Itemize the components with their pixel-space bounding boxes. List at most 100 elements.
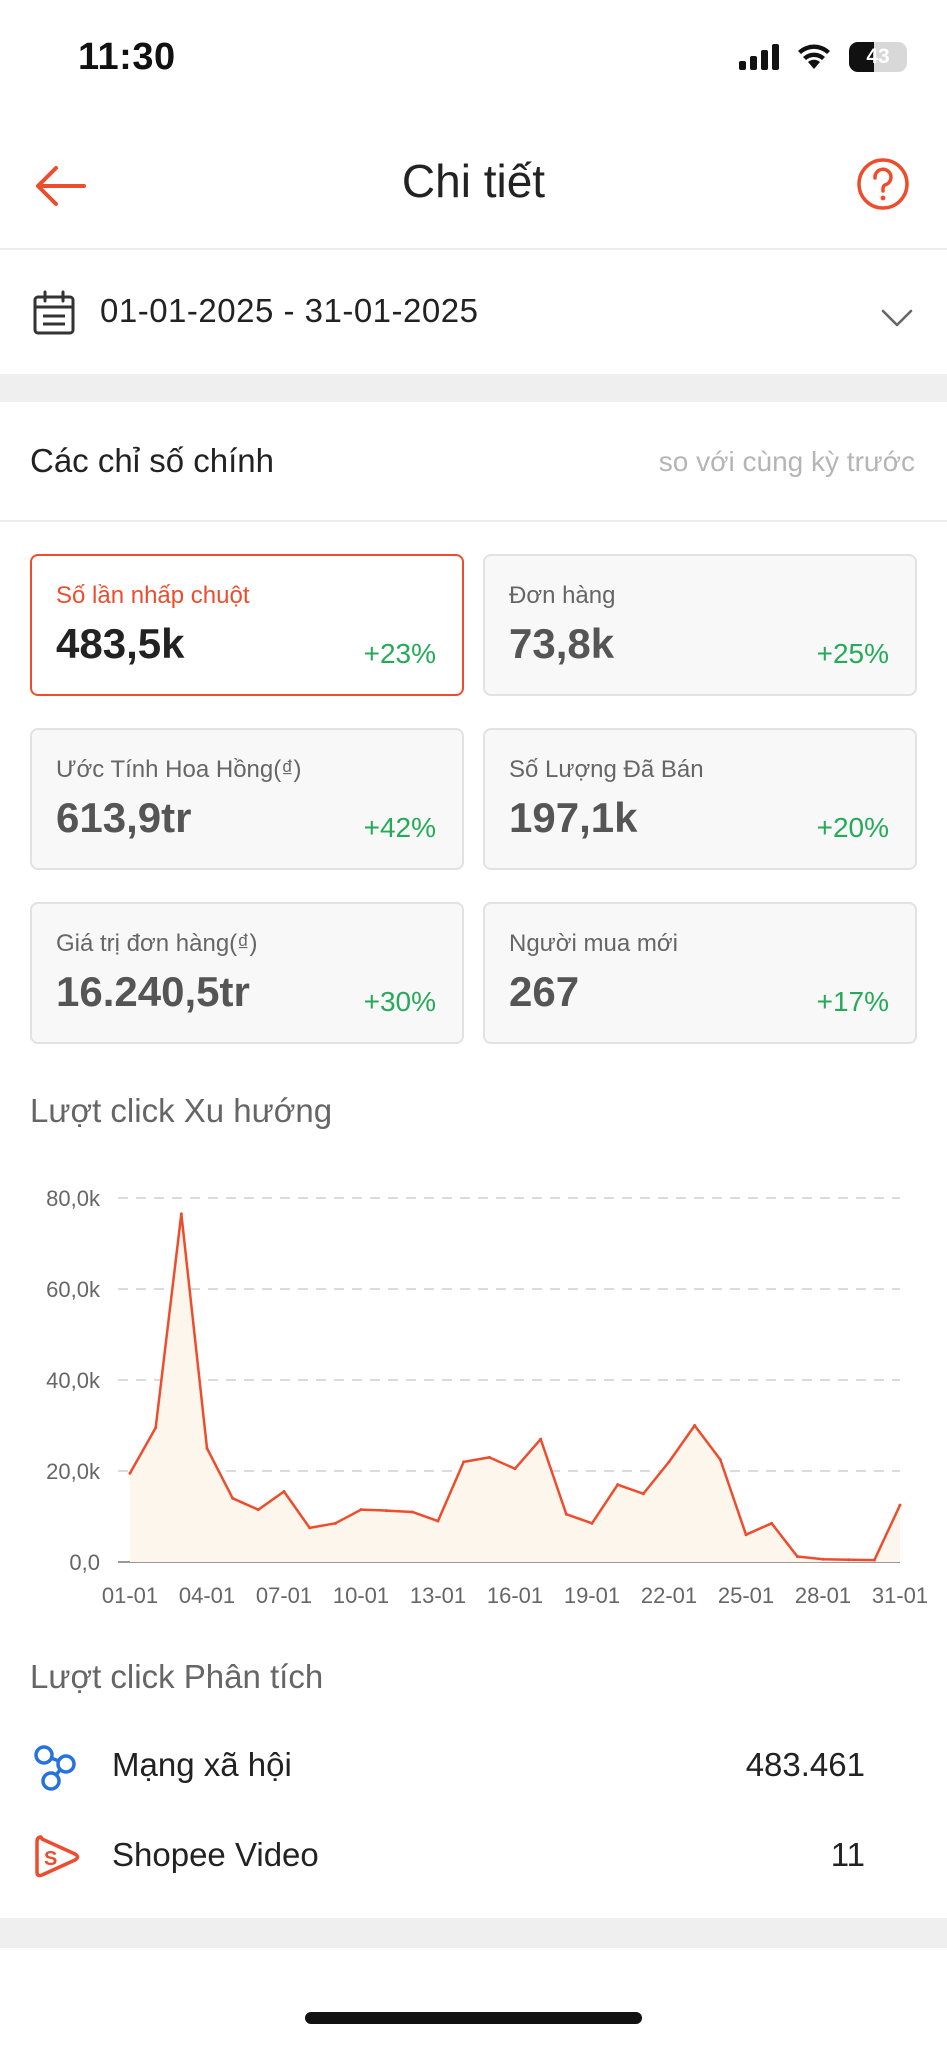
- x-tick-label: 01-01: [102, 1583, 158, 1608]
- data-point: [436, 1519, 440, 1523]
- cellular-signal-icon: [739, 44, 779, 70]
- y-tick-label: 0,0: [69, 1550, 100, 1575]
- series-area: [130, 1213, 900, 1562]
- metric-value: 73,8k: [509, 620, 615, 667]
- data-point: [770, 1521, 774, 1525]
- metric-change: +42%: [363, 812, 436, 843]
- metrics-header: Các chỉ số chính so với cùng kỳ trước: [0, 402, 947, 522]
- data-point: [385, 1509, 389, 1513]
- data-point: [564, 1512, 568, 1516]
- data-point: [154, 1426, 158, 1430]
- data-point: [308, 1526, 312, 1530]
- y-tick-label: 80,0k: [46, 1186, 101, 1211]
- data-point: [641, 1492, 645, 1496]
- metric-card-new-buyers[interactable]: Người mua mới 267 +17%: [483, 902, 917, 1044]
- svg-text:S: S: [44, 1848, 57, 1870]
- metric-label: Người mua mới: [509, 930, 678, 957]
- back-arrow-icon[interactable]: [30, 156, 90, 216]
- analysis-row-social[interactable]: Mạng xã hội 483.461: [0, 1720, 947, 1810]
- status-time: 11:30: [78, 36, 176, 78]
- data-point: [847, 1558, 851, 1562]
- data-point: [744, 1533, 748, 1537]
- metric-card-order-value[interactable]: Giá trị đơn hàng(₫) 16.240,5tr +30%: [30, 902, 464, 1044]
- data-point: [872, 1558, 876, 1562]
- chevron-down-icon: [881, 309, 913, 327]
- data-point: [693, 1424, 697, 1427]
- metric-label: Số Lượng Đã Bán: [509, 756, 704, 783]
- header: Chi tiết: [0, 118, 947, 250]
- data-point: [898, 1503, 902, 1507]
- status-bar: 11:30 43: [0, 0, 947, 110]
- shopee-video-icon: S: [35, 1835, 80, 1878]
- data-point: [205, 1446, 209, 1450]
- metric-value: 16.240,5tr: [56, 968, 250, 1015]
- x-tick-label: 13-01: [410, 1583, 466, 1608]
- metric-label: Đơn hàng: [509, 582, 616, 609]
- metric-change: +23%: [363, 638, 436, 669]
- metric-value: 267: [509, 968, 580, 1015]
- data-point: [795, 1555, 799, 1559]
- date-range-text: 01-01-2025 - 31-01-2025: [100, 292, 479, 329]
- wifi-icon: [798, 44, 830, 69]
- help-icon[interactable]: [855, 156, 911, 212]
- date-range-selector[interactable]: 01-01-2025 - 31-01-2025: [0, 252, 947, 374]
- metric-change: +25%: [816, 638, 889, 669]
- data-point: [333, 1521, 337, 1525]
- y-tick-label: 40,0k: [46, 1368, 101, 1393]
- data-point: [282, 1489, 286, 1493]
- section-divider: [0, 1918, 947, 1948]
- metric-card-commission[interactable]: Ước Tính Hoa Hồng(₫) 613,9tr +42%: [30, 728, 464, 870]
- metric-value: 613,9tr: [56, 794, 192, 841]
- data-point: [590, 1521, 594, 1525]
- data-point: [359, 1508, 363, 1512]
- social-network-icon: [34, 1745, 76, 1791]
- data-point: [410, 1510, 414, 1514]
- x-tick-label: 19-01: [564, 1583, 620, 1608]
- data-point: [128, 1471, 132, 1475]
- y-tick-label: 60,0k: [46, 1277, 101, 1302]
- data-point: [179, 1212, 183, 1216]
- data-point: [231, 1496, 235, 1500]
- battery-icon: 43: [849, 42, 907, 72]
- metric-change: +20%: [816, 812, 889, 843]
- metric-card-orders[interactable]: Đơn hàng 73,8k +25%: [483, 554, 917, 696]
- x-tick-label: 10-01: [333, 1583, 389, 1608]
- page-title: Chi tiết: [401, 155, 546, 207]
- chart-title: Lượt click Xu hướng: [30, 1092, 333, 1129]
- analysis-value: 483.461: [745, 1746, 865, 1783]
- data-point: [462, 1460, 466, 1464]
- x-tick-label: 31-01: [872, 1583, 928, 1608]
- data-point: [513, 1467, 517, 1471]
- x-tick-label: 28-01: [795, 1583, 851, 1608]
- metrics-title: Các chỉ số chính: [30, 442, 274, 479]
- metric-label: Ước Tính Hoa Hồng(₫): [56, 756, 302, 783]
- x-tick-label: 16-01: [487, 1583, 543, 1608]
- analysis-label: Shopee Video: [112, 1836, 319, 1873]
- home-indicator[interactable]: [305, 2012, 642, 2024]
- metric-card-items-sold[interactable]: Số Lượng Đã Bán 197,1k +20%: [483, 728, 917, 870]
- analysis-value: 11: [830, 1836, 865, 1873]
- click-trend-chart: 0,0 20,0k 40,0k 60,0k 80,0k 01-01 04-01 07-01 10…: [46, 1186, 928, 1608]
- x-tick-label: 04-01: [179, 1583, 235, 1608]
- metric-value: 483,5k: [56, 620, 185, 667]
- data-point: [256, 1508, 260, 1512]
- analysis-title: Lượt click Phân tích: [30, 1658, 324, 1695]
- y-tick-label: 20,0k: [46, 1459, 101, 1484]
- x-tick-label: 22-01: [641, 1583, 697, 1608]
- compare-label: so với cùng kỳ trước: [658, 446, 915, 477]
- x-tick-label: 25-01: [718, 1583, 774, 1608]
- data-point: [539, 1437, 543, 1441]
- metric-label: Số lần nhấp chuột: [56, 582, 250, 609]
- data-point: [667, 1460, 671, 1464]
- metric-label: Giá trị đơn hàng(₫): [56, 930, 258, 957]
- battery-level: 43: [866, 45, 890, 68]
- metric-card-clicks[interactable]: Số lần nhấp chuột 483,5k +23%: [30, 554, 464, 696]
- metric-change: +30%: [363, 986, 436, 1017]
- calendar-icon: [33, 290, 75, 335]
- analysis-row-shopee-video[interactable]: S Shopee Video 11: [0, 1810, 947, 1900]
- data-point: [487, 1455, 491, 1459]
- analysis-label: Mạng xã hội: [112, 1746, 292, 1783]
- data-point: [718, 1458, 722, 1462]
- data-point: [821, 1557, 825, 1561]
- status-icons: 43: [739, 42, 907, 72]
